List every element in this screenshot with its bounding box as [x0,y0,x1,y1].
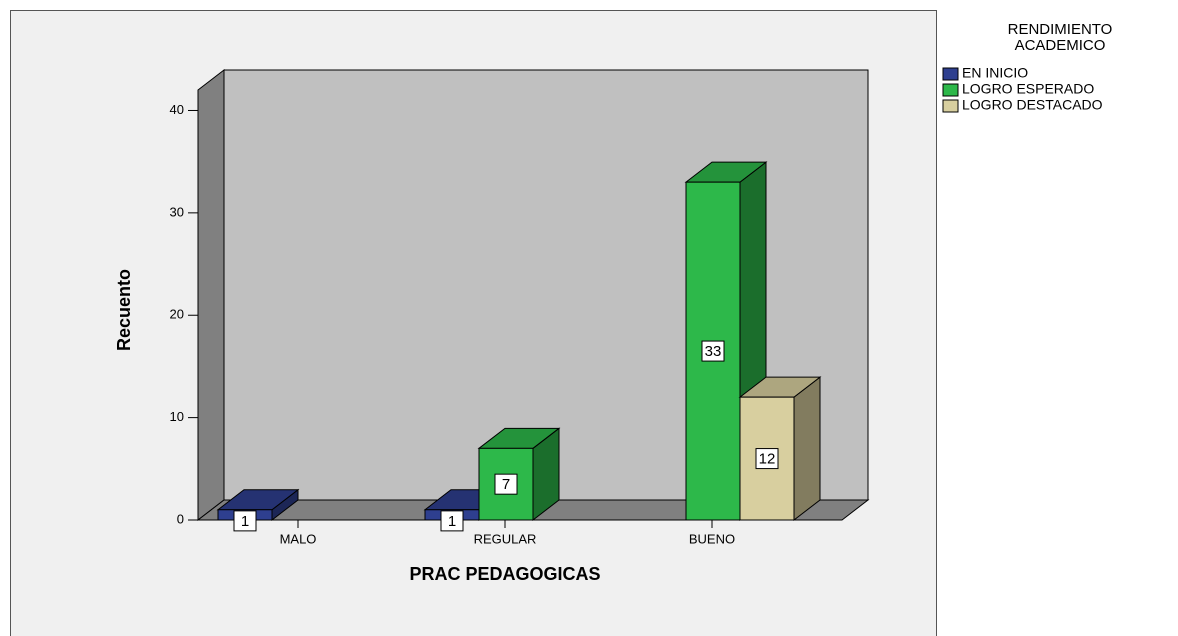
value-label-box [701,340,725,362]
value-label-box [440,510,464,532]
legend-label: LOGRO ESPERADO [962,81,1094,97]
value-label-box [755,448,779,470]
x-tick-label: REGULAR [474,531,537,546]
legend-title: RENDIMIENTO [1008,21,1113,38]
y-tick-label: 20 [170,307,184,322]
x-axis-label: PRAC PEDAGOGICAS [409,564,600,584]
value-label: 7 [502,476,510,493]
y-tick-label: 40 [170,102,184,117]
value-label: 1 [241,513,249,530]
legend-swatch [942,99,959,113]
value-label: 1 [448,513,456,530]
x-tick-label: BUENO [689,531,735,546]
value-label: 12 [759,451,776,468]
y-tick-label: 30 [170,204,184,219]
y-axis-label: Recuento [114,269,134,351]
y-tick-label: 0 [177,511,184,526]
bar-side [793,376,821,522]
value-label-box [233,510,257,532]
legend-label: LOGRO DESTACADO [962,97,1103,113]
value-label: 33 [705,343,722,360]
value-label-box [494,473,518,495]
legend-title: ACADEMICO [1015,37,1106,54]
y-tick-label: 10 [170,409,184,424]
left-wall [197,68,225,522]
legend-label: EN INICIO [962,65,1028,81]
x-tick-label: MALO [280,531,317,546]
legend-swatch [942,67,959,81]
legend-swatch [942,83,959,97]
